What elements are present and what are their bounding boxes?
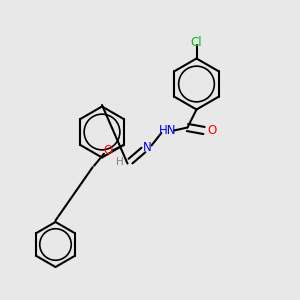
Text: HN: HN: [159, 124, 177, 137]
Text: N: N: [142, 140, 152, 154]
Text: H: H: [116, 157, 124, 167]
Text: O: O: [207, 124, 216, 137]
Text: Cl: Cl: [191, 35, 202, 49]
Text: O: O: [103, 144, 112, 157]
